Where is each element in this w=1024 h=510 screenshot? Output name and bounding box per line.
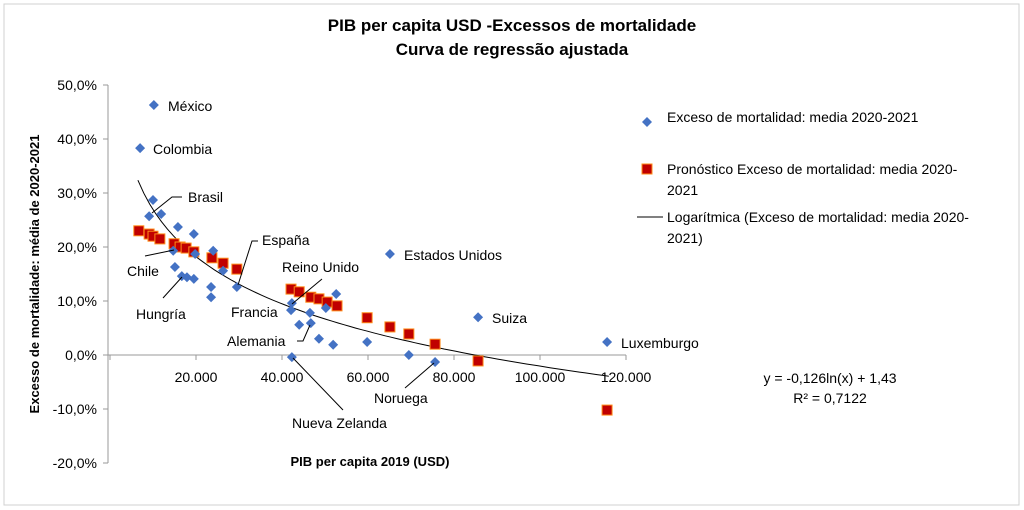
leader-line [144,249,175,257]
forecast-point [133,225,145,237]
leader-line [237,240,258,286]
actual-point [172,222,183,233]
y-tick-label: 10,0% [57,293,97,309]
actual-point [286,298,297,309]
forecast-point [154,233,166,245]
x-tick-label: 20.000 [175,369,218,385]
y-tick-label: 20,0% [57,239,97,255]
actual-point [144,211,155,222]
actual-point [169,261,180,272]
leader-line [292,357,344,411]
x-tick-label: 120.000 [601,369,652,385]
leader-line [297,324,311,342]
x-tick-label: 80.000 [433,369,476,385]
actual-point [208,245,219,256]
y-tick-label: -10,0% [53,401,97,417]
legend-entry: Pronóstico Exceso de mortalidad: media 2… [667,161,958,177]
chart-title-line1: PIB per capita USD -Excessos de mortalid… [328,16,696,35]
leader-line [404,362,435,389]
point-label: Hungría [136,306,186,322]
point-label: Brasil [188,189,223,205]
point-label: Estados Unidos [404,247,502,263]
y-tick-label: -20,0% [53,455,97,471]
actual-point [188,273,199,284]
actual-point [156,209,167,220]
actual-point [362,337,373,348]
forecast-point [361,312,373,324]
leader-line [151,196,182,214]
actual-point [331,288,342,299]
leader-line [162,276,183,299]
forecast-point [429,338,441,350]
point-label: Chile [127,263,159,279]
legend-entry: 2021) [667,230,703,246]
y-axis-label: Excesso de mortalidade: média de 2020-20… [27,135,42,414]
forecast-point [384,321,396,333]
actual-point [181,272,192,283]
point-label: Colombia [153,141,212,157]
actual-point [384,249,395,260]
y-tick-label: 40,0% [57,131,97,147]
x-tick-label: 100.000 [515,369,566,385]
actual-point [135,143,146,154]
chart-title-line2: Curva de regressão ajustada [396,40,629,59]
trend-r-squared: R² = 0,7122 [793,390,867,406]
actual-point [206,281,217,292]
point-label: Luxemburgo [621,335,699,351]
trendline [137,179,609,377]
actual-point [328,339,339,350]
legend-entry: 2021 [667,182,698,198]
actual-point [188,229,199,240]
x-tick-label: 60.000 [347,369,390,385]
actual-point [294,319,305,330]
y-tick-label: 0,0% [65,347,97,363]
legend-entry: Exceso de mortalidad: media 2020-2021 [667,109,919,125]
y-tick-label: 50,0% [57,77,97,93]
leader-line [291,278,323,305]
point-label: Suiza [492,310,527,326]
x-tick-label: 40.000 [261,369,304,385]
actual-point [320,303,331,314]
forecast-point [403,328,415,340]
actual-point [403,350,414,360]
forecast-point [293,286,305,298]
actual-point [313,333,324,344]
actual-point [190,249,201,260]
chart-border [3,3,1020,506]
point-label: Noruega [374,390,428,406]
actual-point [304,307,315,318]
actual-point [148,99,159,110]
actual-point [206,292,217,303]
point-label: México [168,98,213,114]
legend-marker-actual [642,117,652,127]
forecast-point [231,263,243,275]
actual-point [473,312,484,323]
forecast-point [601,404,613,416]
actual-point [148,195,158,206]
forecast-point [472,355,484,367]
actual-point [602,337,613,348]
x-axis-label: PIB per capita 2019 (USD) [291,454,450,469]
point-label: Alemania [227,333,286,349]
y-tick-label: 30,0% [57,185,97,201]
legend-entry: Logarítmica (Exceso de mortalidad: media… [667,209,969,225]
actual-point [218,265,229,276]
point-label: Reino Unido [282,259,359,275]
actual-point [231,281,242,292]
actual-point [168,245,179,256]
legend-marker-forecast [641,163,653,175]
actual-point [305,318,316,329]
actual-point [286,305,297,316]
trend-equation: y = -0,126ln(x) + 1,43 [763,370,896,386]
point-label: España [262,232,310,248]
point-label: Nueva Zelanda [292,415,387,431]
point-label: Francia [231,304,278,320]
forecast-point [331,300,343,312]
